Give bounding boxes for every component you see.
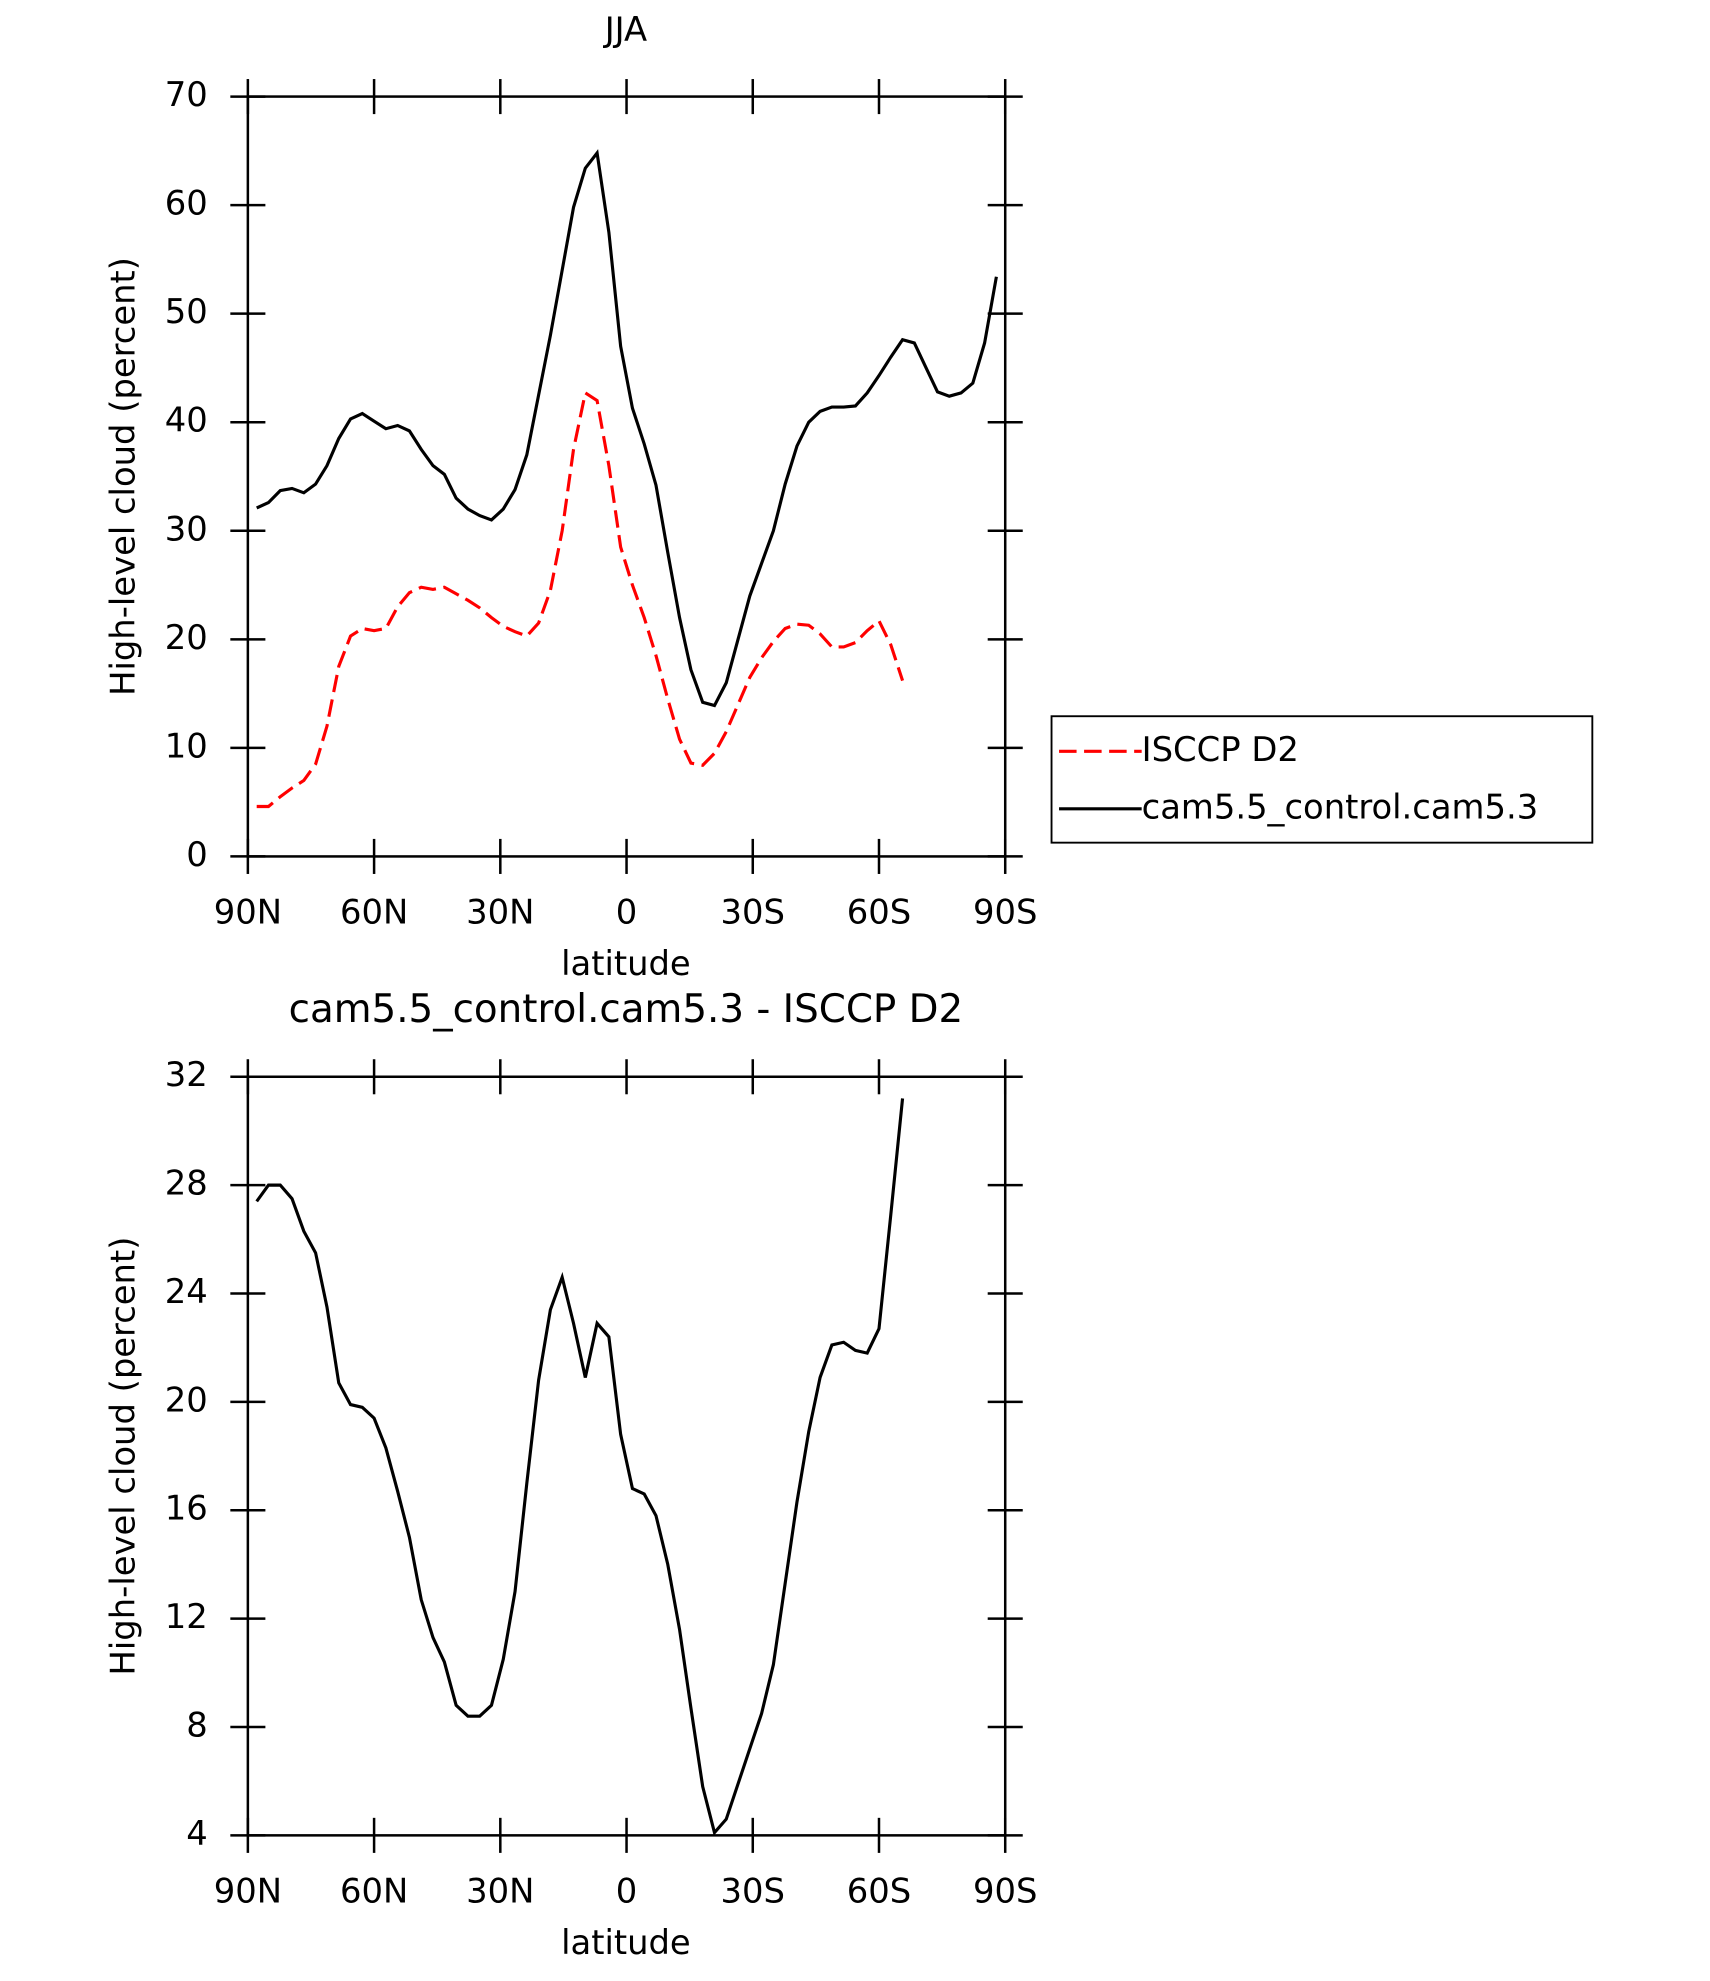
chart-title: cam5.5_control.cam5.3 - ISCCP D2: [289, 987, 964, 1032]
legend-label: cam5.5_control.cam5.3: [1142, 787, 1539, 826]
x-tick-label: 0: [616, 893, 638, 932]
x-tick-label: 30N: [466, 893, 534, 932]
plot-frame: [246, 95, 1007, 858]
series-line: [255, 1098, 905, 1836]
legend-label: ISCCP D2: [1142, 730, 1299, 769]
x-tick-label: 30N: [466, 1871, 534, 1910]
x-tick-label: 30S: [721, 893, 785, 932]
x-tick-label: 60N: [340, 1871, 408, 1910]
x-tick-label: 30S: [721, 1871, 785, 1910]
x-axis-label: latitude: [561, 1923, 691, 1962]
y-tick-label: 10: [165, 726, 208, 765]
y-tick-label: 0: [186, 835, 207, 874]
y-tick-label: 20: [165, 1380, 208, 1419]
series-line: [256, 390, 905, 809]
x-tick-label: 60N: [340, 893, 408, 932]
y-tick-label: 20: [165, 618, 208, 657]
y-tick-label: 8: [186, 1705, 207, 1744]
chart-title: JJA: [603, 10, 647, 49]
x-tick-label: 60S: [847, 1871, 911, 1910]
x-tick-label: 0: [616, 1871, 638, 1910]
y-tick-label: 32: [165, 1055, 208, 1094]
x-axis-label: latitude: [561, 944, 691, 983]
y-tick-label: 24: [165, 1272, 208, 1311]
x-tick-label: 90S: [973, 1871, 1037, 1910]
y-tick-label: 60: [165, 184, 208, 223]
y-tick-label: 40: [165, 401, 208, 440]
y-tick-label: 50: [165, 292, 208, 331]
y-tick-label: 4: [186, 1814, 207, 1853]
y-tick-label: 28: [165, 1164, 208, 1203]
x-tick-label: 90S: [973, 893, 1037, 932]
y-axis-label: High-level cloud (percent): [104, 257, 143, 696]
y-tick-label: 12: [165, 1597, 208, 1636]
x-tick-label: 60S: [847, 893, 911, 932]
y-axis-label: High-level cloud (percent): [104, 1237, 143, 1676]
legend-box: [1050, 715, 1594, 844]
series-line: [256, 149, 998, 708]
x-tick-label: 90N: [214, 1871, 282, 1910]
y-tick-label: 30: [165, 509, 208, 548]
y-tick-label: 16: [165, 1489, 208, 1528]
y-tick-label: 70: [165, 75, 208, 114]
x-tick-label: 90N: [214, 893, 282, 932]
